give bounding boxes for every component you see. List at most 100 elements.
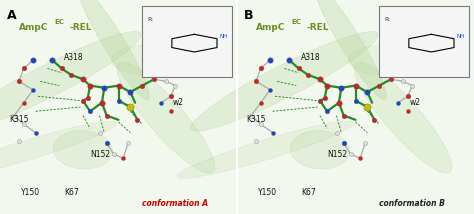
Ellipse shape (177, 121, 354, 178)
Point (252, 80, 260, 83)
Text: K67: K67 (301, 188, 316, 197)
Text: w2: w2 (410, 98, 421, 107)
Text: N152: N152 (90, 150, 110, 159)
Point (20, 101, 27, 104)
Bar (379, 6, 469, 77)
Point (337, 86, 345, 89)
Text: K315: K315 (9, 115, 29, 124)
Point (316, 77, 324, 81)
Point (103, 142, 110, 145)
Point (409, 84, 416, 87)
Text: w2: w2 (173, 98, 184, 107)
Point (110, 152, 118, 156)
Point (316, 99, 324, 102)
Ellipse shape (290, 131, 350, 169)
Point (115, 99, 122, 102)
Point (124, 142, 132, 145)
Point (150, 77, 158, 81)
Point (115, 84, 122, 87)
Text: N152: N152 (327, 150, 347, 159)
Point (29, 58, 37, 62)
Text: NH: NH (219, 34, 228, 39)
Ellipse shape (348, 45, 419, 75)
Point (340, 114, 347, 117)
Point (32, 131, 39, 134)
Text: A318: A318 (301, 53, 320, 62)
Ellipse shape (191, 31, 378, 131)
Ellipse shape (117, 62, 215, 173)
Point (364, 105, 371, 109)
Ellipse shape (354, 62, 452, 173)
Point (127, 105, 134, 109)
Point (361, 142, 369, 145)
Text: conformation B: conformation B (379, 199, 445, 208)
Text: EC: EC (291, 19, 301, 25)
Ellipse shape (78, 0, 149, 100)
Point (257, 101, 264, 104)
Ellipse shape (0, 121, 117, 178)
Point (335, 101, 343, 104)
Text: A318: A318 (64, 53, 83, 62)
Point (333, 131, 340, 134)
Text: AmpC: AmpC (256, 23, 285, 32)
Point (399, 80, 407, 83)
Point (266, 58, 274, 62)
Point (10, 114, 18, 117)
Point (15, 140, 23, 143)
Point (119, 157, 127, 160)
Point (98, 101, 106, 104)
Point (394, 101, 402, 104)
Point (58, 67, 65, 70)
Point (29, 88, 37, 92)
Point (167, 95, 174, 98)
Point (364, 90, 371, 94)
Text: K67: K67 (64, 188, 79, 197)
Text: -REL: -REL (70, 23, 92, 32)
Point (20, 67, 27, 70)
Text: NH: NH (456, 34, 465, 39)
Point (134, 118, 141, 122)
Point (84, 97, 91, 100)
Text: R:: R: (384, 17, 390, 22)
Point (404, 95, 411, 98)
Text: B: B (244, 9, 254, 22)
Point (162, 80, 170, 83)
Point (86, 84, 94, 87)
Point (15, 80, 23, 83)
Point (138, 84, 146, 87)
Point (266, 88, 274, 92)
Text: A: A (7, 9, 17, 22)
Point (48, 58, 56, 62)
Point (247, 114, 255, 117)
Text: R:: R: (147, 17, 153, 22)
Text: -REL: -REL (307, 23, 329, 32)
Point (387, 77, 395, 81)
Point (269, 131, 276, 134)
Point (167, 110, 174, 113)
Bar (0, 0, 237, 214)
Point (352, 99, 359, 102)
Point (323, 84, 331, 87)
Point (86, 110, 94, 113)
Point (352, 84, 359, 87)
Ellipse shape (0, 31, 141, 131)
Point (100, 86, 108, 89)
Point (340, 142, 347, 145)
Point (295, 67, 302, 70)
Point (257, 122, 264, 126)
Ellipse shape (315, 0, 386, 100)
Point (285, 58, 293, 62)
Text: AmpC: AmpC (19, 23, 48, 32)
Point (347, 152, 355, 156)
Text: K315: K315 (246, 115, 266, 124)
Point (257, 67, 264, 70)
Point (20, 122, 27, 126)
Text: conformation A: conformation A (142, 199, 208, 208)
Point (323, 110, 331, 113)
Text: Y150: Y150 (258, 188, 277, 197)
Point (321, 97, 328, 100)
Ellipse shape (111, 45, 182, 75)
Bar (142, 6, 232, 77)
Point (356, 157, 364, 160)
Point (79, 99, 87, 102)
